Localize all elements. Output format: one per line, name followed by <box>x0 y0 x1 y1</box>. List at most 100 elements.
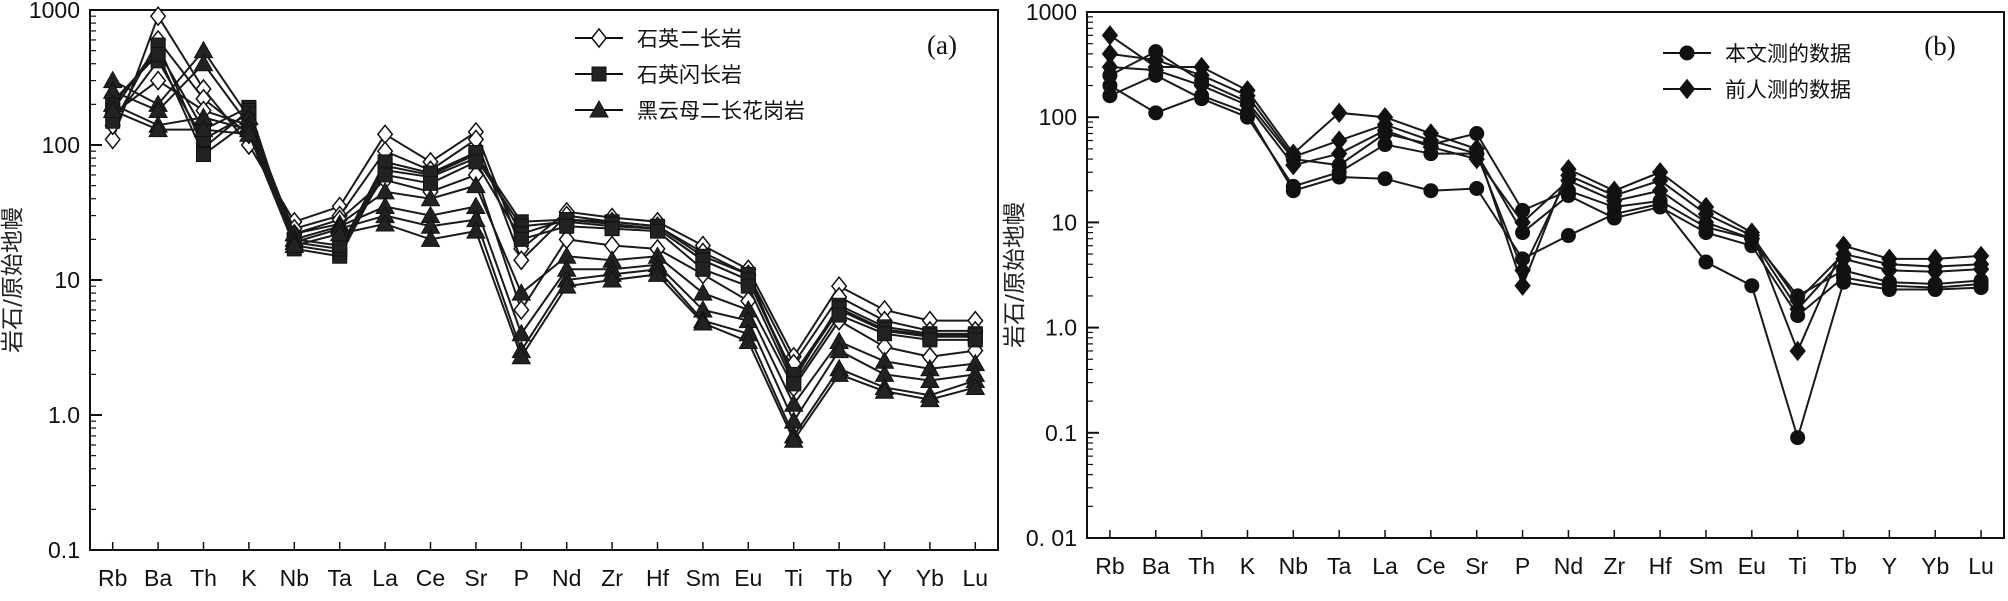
x-category-label: Nd <box>1554 553 1583 579</box>
data-point <box>1514 212 1531 233</box>
series-5 <box>1101 56 1990 320</box>
x-category-label: Ti <box>785 565 803 591</box>
data-point <box>1468 148 1485 170</box>
data-point <box>967 332 983 348</box>
y-tick-label: 100 <box>42 132 80 158</box>
y-axis-title: 岩石/原始地幔 <box>1002 202 1028 348</box>
data-point <box>1927 261 1944 282</box>
y-tick-label: 0.1 <box>48 537 80 563</box>
x-category-label: Yb <box>1921 553 1949 579</box>
panel-label: (b) <box>1924 31 1955 61</box>
data-point <box>513 299 530 321</box>
data-point <box>829 340 849 359</box>
data-point <box>1285 154 1302 176</box>
panel-a: 0.1 1.0 10 100 1000 Rb Ba Th K Nb Ta La Ce Sr P Nd Zr Hf S… <box>0 0 999 591</box>
x-category-label: Zr <box>1603 553 1625 579</box>
x-category-label: Rb <box>98 565 127 591</box>
data-point <box>468 154 484 170</box>
y-tick-label: 0.1 <box>1045 420 1077 446</box>
data-point <box>1148 105 1164 121</box>
panel-label: (a) <box>927 30 957 60</box>
data-point <box>1606 210 1622 226</box>
legend-label: 黑云母二长花岗岩 <box>637 99 805 123</box>
plot-frame <box>89 9 999 551</box>
x-category-label: Nd <box>552 565 581 591</box>
series-4 <box>105 37 983 385</box>
data-point <box>831 307 847 323</box>
x-category-label: Ta <box>328 565 353 591</box>
data-point <box>420 229 441 247</box>
y-tick-label: 100 <box>1039 104 1077 130</box>
data-point <box>920 389 940 408</box>
data-point <box>874 381 895 399</box>
x-category-label: K <box>241 565 257 591</box>
data-point <box>1514 260 1531 281</box>
data-point <box>102 100 123 119</box>
series-line <box>1109 84 1982 442</box>
series-line <box>1109 52 1982 303</box>
legend-label: 石英二长岩 <box>637 27 742 51</box>
legend-label: 石英闪长岩 <box>637 63 742 87</box>
data-point <box>1469 125 1485 141</box>
data-point <box>1285 178 1301 194</box>
data-point <box>1422 136 1440 158</box>
data-point <box>1835 248 1852 270</box>
data-point <box>1560 228 1576 244</box>
plot-frame <box>1086 11 2005 539</box>
data-point <box>922 332 938 348</box>
data-point <box>1651 180 1669 201</box>
x-category-label: Sr <box>464 565 487 591</box>
x-category-label: La <box>1372 553 1398 579</box>
y-tick-label: 0. 01 <box>1026 525 1077 551</box>
series-line <box>1109 66 1982 311</box>
series-line <box>111 13 976 359</box>
x-category-label: Lu <box>963 565 989 591</box>
x-category-label: Ce <box>1416 553 1445 579</box>
series-9 <box>102 94 986 444</box>
x-category-label: Ba <box>144 565 172 591</box>
x-category-label: Eu <box>1738 553 1766 579</box>
data-point <box>1193 75 1210 96</box>
series-5 <box>105 53 983 382</box>
series-line <box>111 43 976 380</box>
data-point <box>239 124 259 142</box>
data-point <box>1789 340 1806 362</box>
data-point <box>1606 190 1623 212</box>
data-point <box>1377 171 1393 187</box>
x-category-label: K <box>1240 553 1256 579</box>
series-line <box>112 62 976 424</box>
data-point <box>1790 430 1806 446</box>
data-point <box>877 326 892 342</box>
data-point <box>1698 254 1714 270</box>
legend-label: 前人测的数据 <box>1725 78 1851 102</box>
data-point <box>1147 59 1164 81</box>
data-point <box>1927 280 1943 296</box>
y-tick-label: 1000 <box>1026 0 1077 25</box>
data-point <box>1836 269 1852 285</box>
data-point <box>1101 25 1119 46</box>
data-point <box>1697 212 1715 233</box>
series-line <box>1109 74 1982 318</box>
legend-marker <box>591 66 607 82</box>
x-category-label: La <box>372 565 398 591</box>
data-point <box>513 231 529 247</box>
x-category-label: Hf <box>1649 553 1673 579</box>
data-point <box>740 278 756 294</box>
data-point <box>1331 164 1347 180</box>
data-point <box>556 276 577 294</box>
data-point <box>511 346 532 365</box>
data-point <box>1423 183 1439 199</box>
data-point <box>786 376 802 392</box>
data-point <box>1102 88 1118 104</box>
legend-marker <box>589 99 609 118</box>
data-point <box>466 175 486 194</box>
x-category-label: Th <box>1188 553 1215 579</box>
data-point <box>511 283 532 301</box>
legend-marker <box>1679 45 1695 61</box>
series-3 <box>1101 25 1990 362</box>
series-line <box>112 103 976 438</box>
data-point <box>193 53 214 72</box>
x-category-label: Lu <box>1968 553 1994 579</box>
